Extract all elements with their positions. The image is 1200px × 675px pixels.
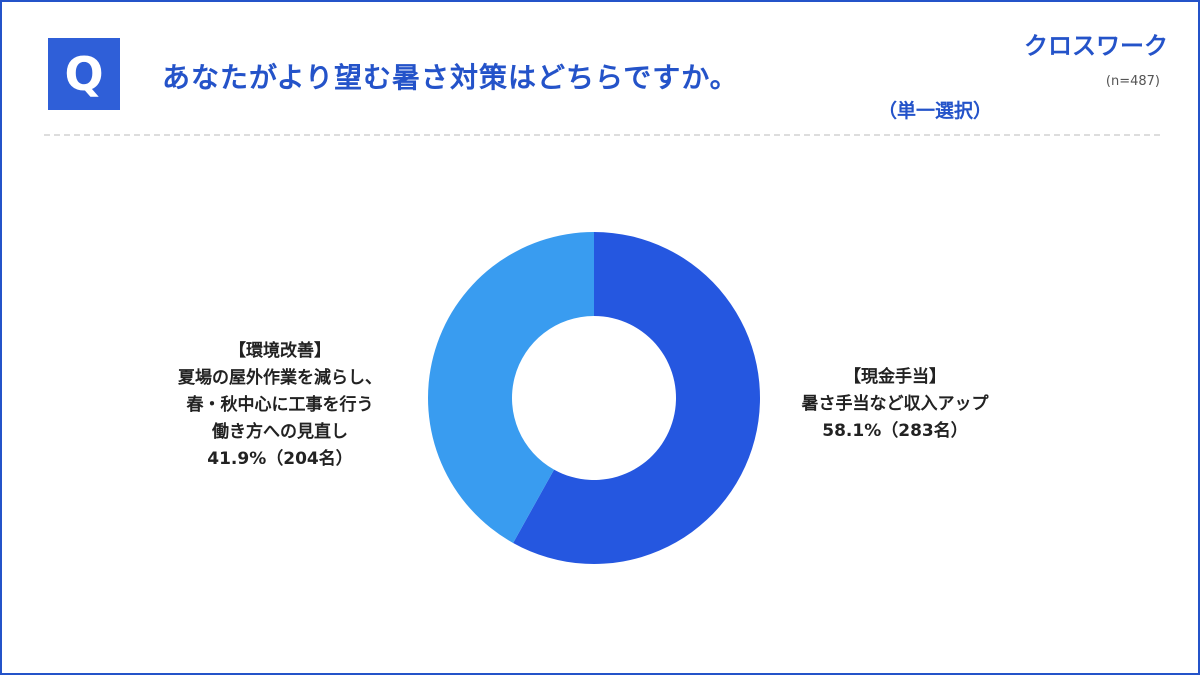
slice-label-cash: 【現金手当】 暑さ手当など収入アップ 58.1%（283名） (770, 364, 1020, 445)
question-badge-letter: Q (64, 47, 104, 101)
donut-slice-cash (513, 232, 760, 564)
brand-logo: クロスワーク (1024, 32, 1168, 60)
answer-type-note: （単一選択） (878, 100, 993, 122)
header-divider (44, 134, 1160, 136)
donut-slice-env (427, 231, 594, 543)
question-badge: Q (48, 38, 120, 110)
slice-label-env-line3: 働き方への見直し (212, 422, 348, 442)
slice-label-env-title: 【環境改善】 (229, 341, 331, 361)
slice-label-cash-value: 58.1%（283名） (822, 421, 968, 441)
slice-label-env-value: 41.9%（204名） (207, 449, 353, 469)
slice-label-env-line1: 夏場の屋外作業を減らし、 (178, 368, 382, 388)
sample-size-note: (n=487) (1105, 74, 1160, 89)
slice-label-env-line2: 春・秋中心に工事を行う (186, 395, 374, 415)
slice-label-cash-line1: 暑さ手当など収入アップ (801, 394, 989, 414)
slice-label-env: 【環境改善】 夏場の屋外作業を減らし、 春・秋中心に工事を行う 働き方への見直し… (150, 338, 410, 473)
question-title: あなたがより望む暑さ対策はどちらですか。 (162, 61, 739, 94)
slice-label-cash-title: 【現金手当】 (844, 367, 946, 387)
